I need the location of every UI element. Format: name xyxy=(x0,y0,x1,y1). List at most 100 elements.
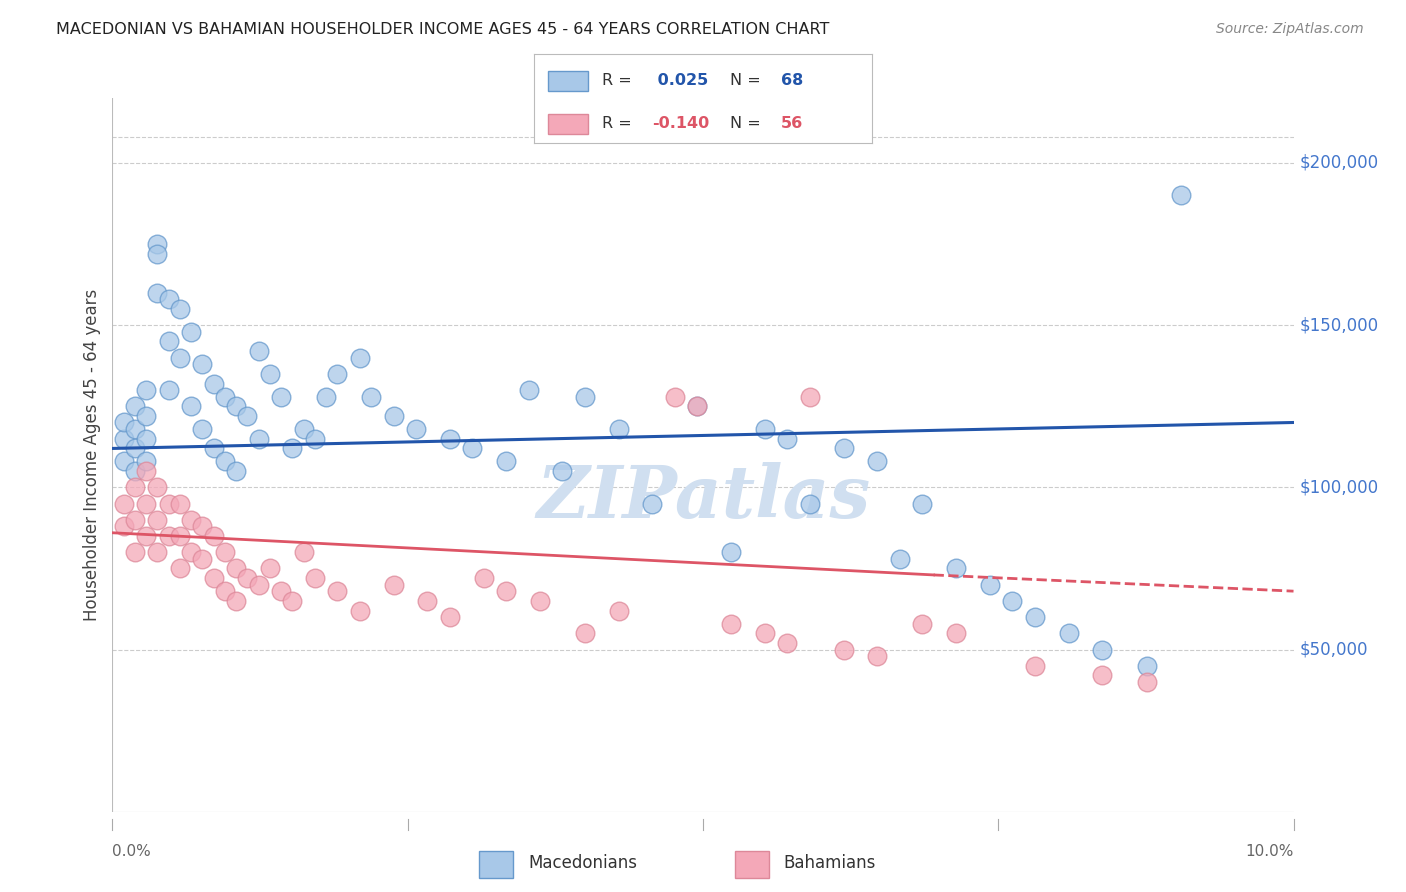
Text: -0.140: -0.140 xyxy=(652,116,710,130)
Point xyxy=(517,383,540,397)
Point xyxy=(124,422,146,436)
Point xyxy=(720,545,742,559)
Point xyxy=(124,513,146,527)
Point xyxy=(495,584,517,599)
Point xyxy=(382,577,405,591)
Point xyxy=(225,399,247,413)
Point xyxy=(270,584,292,599)
Point xyxy=(326,367,349,381)
Point xyxy=(641,497,664,511)
Point xyxy=(461,442,484,456)
Point xyxy=(146,513,169,527)
Point xyxy=(416,594,439,608)
Bar xyxy=(548,71,588,91)
Point xyxy=(664,390,686,404)
Point xyxy=(270,390,292,404)
Point xyxy=(169,351,191,365)
Point xyxy=(754,422,776,436)
Point xyxy=(157,497,180,511)
Point xyxy=(157,383,180,397)
Point xyxy=(112,454,135,468)
Text: N =: N = xyxy=(730,116,766,130)
Point xyxy=(1001,594,1024,608)
Point xyxy=(754,626,776,640)
Text: 68: 68 xyxy=(780,73,803,87)
Point xyxy=(1057,626,1080,640)
Point xyxy=(191,422,214,436)
Point xyxy=(911,497,934,511)
Text: 0.025: 0.025 xyxy=(652,73,709,87)
Point xyxy=(686,399,709,413)
Point xyxy=(574,390,596,404)
Text: Bahamians: Bahamians xyxy=(785,854,876,872)
Point xyxy=(135,383,157,397)
Point xyxy=(315,390,337,404)
Point xyxy=(259,561,281,575)
Point xyxy=(112,432,135,446)
Point xyxy=(304,571,326,585)
Text: Source: ZipAtlas.com: Source: ZipAtlas.com xyxy=(1216,22,1364,37)
Point xyxy=(720,616,742,631)
Point xyxy=(180,545,202,559)
Point xyxy=(124,545,146,559)
Point xyxy=(225,464,247,478)
Point xyxy=(169,497,191,511)
Point xyxy=(202,442,225,456)
Point xyxy=(607,604,630,618)
Point xyxy=(157,334,180,349)
Point xyxy=(157,529,180,543)
Point xyxy=(112,497,135,511)
Point xyxy=(574,626,596,640)
Text: Macedonians: Macedonians xyxy=(529,854,637,872)
Point xyxy=(135,432,157,446)
Point xyxy=(292,422,315,436)
Text: N =: N = xyxy=(730,73,766,87)
Point xyxy=(191,357,214,371)
Y-axis label: Householder Income Ages 45 - 64 years: Householder Income Ages 45 - 64 years xyxy=(83,289,101,621)
Point xyxy=(832,642,855,657)
Point xyxy=(979,577,1001,591)
Point xyxy=(1091,642,1114,657)
Text: R =: R = xyxy=(602,116,637,130)
Point xyxy=(360,390,382,404)
Point xyxy=(495,454,517,468)
Point xyxy=(236,409,259,423)
Point xyxy=(472,571,495,585)
Point xyxy=(439,432,461,446)
Point xyxy=(124,480,146,494)
Point xyxy=(225,594,247,608)
Point xyxy=(214,390,236,404)
Point xyxy=(146,480,169,494)
Point xyxy=(247,577,270,591)
Point xyxy=(281,594,304,608)
Point xyxy=(281,442,304,456)
Point xyxy=(1024,610,1046,624)
Point xyxy=(247,432,270,446)
Bar xyxy=(478,851,513,878)
Point xyxy=(866,454,889,468)
Point xyxy=(180,325,202,339)
Point xyxy=(180,399,202,413)
Text: $200,000: $200,000 xyxy=(1299,154,1378,172)
Text: MACEDONIAN VS BAHAMIAN HOUSEHOLDER INCOME AGES 45 - 64 YEARS CORRELATION CHART: MACEDONIAN VS BAHAMIAN HOUSEHOLDER INCOM… xyxy=(56,22,830,37)
Point xyxy=(832,442,855,456)
Point xyxy=(202,571,225,585)
Point xyxy=(1091,668,1114,682)
Text: ZIPatlas: ZIPatlas xyxy=(536,462,870,533)
Point xyxy=(112,416,135,430)
Point xyxy=(202,376,225,391)
Point xyxy=(607,422,630,436)
Point xyxy=(169,529,191,543)
Point xyxy=(124,399,146,413)
Point xyxy=(146,285,169,300)
Point xyxy=(405,422,427,436)
Point xyxy=(247,344,270,359)
Point xyxy=(529,594,551,608)
Point xyxy=(686,399,709,413)
Point xyxy=(146,237,169,252)
Point xyxy=(799,390,821,404)
Point xyxy=(382,409,405,423)
Point xyxy=(889,551,911,566)
Point xyxy=(135,497,157,511)
Point xyxy=(945,561,967,575)
